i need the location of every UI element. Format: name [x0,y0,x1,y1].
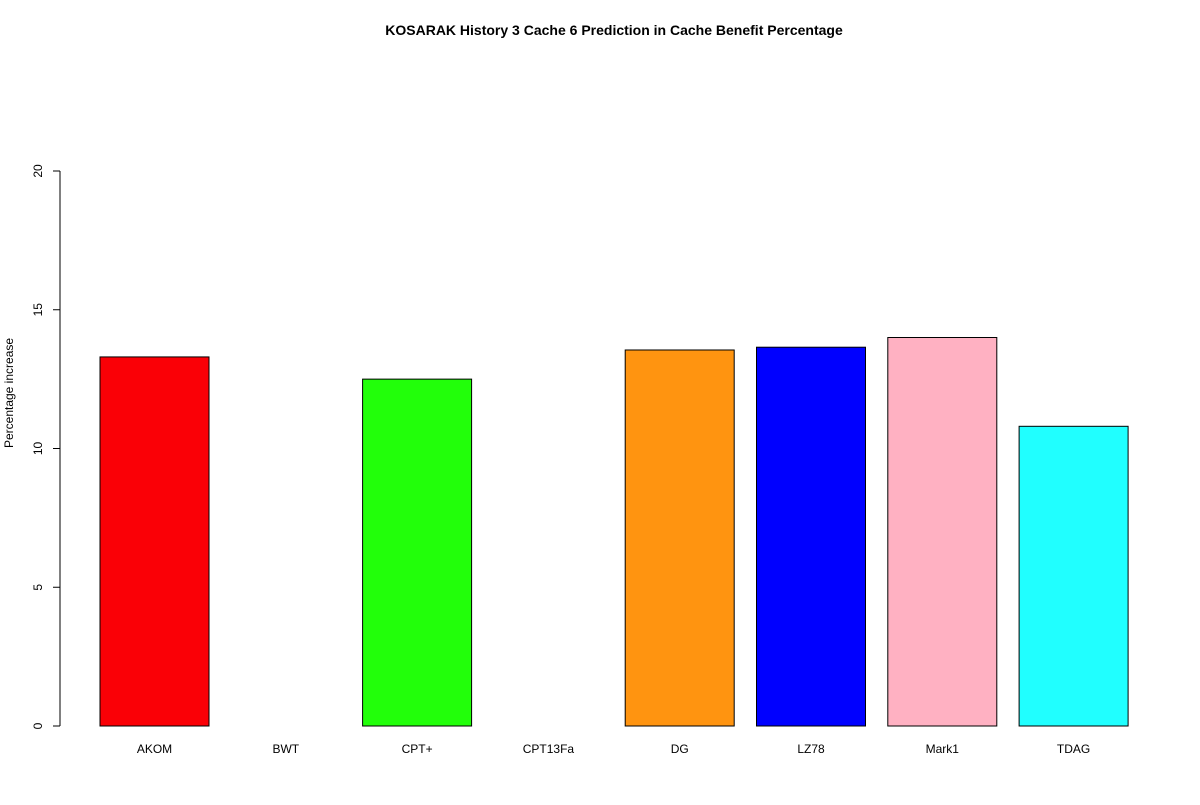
y-axis: 0 5 10 15 20 [31,164,60,729]
x-tick-label: BWT [272,742,299,756]
y-tick-label: 10 [31,442,45,456]
bar-tdag [1018,425,1129,727]
x-tick-label: CPT13Fa [523,742,575,756]
chart-title: KOSARAK History 3 Cache 6 Prediction in … [385,22,843,38]
bar-mark1 [887,337,998,727]
y-tick-label: 20 [31,164,45,178]
x-axis-labels: AKOM BWT CPT+ CPT13Fa DG LZ78 Mark1 TDAG [137,742,1090,756]
bars [99,337,1129,727]
bar-lz78 [756,346,866,727]
bar-dg [624,349,735,727]
bar-cpt- [362,378,473,727]
y-tick-label: 0 [31,722,45,729]
x-tick-label: Mark1 [926,742,960,756]
x-tick-label: DG [671,742,689,756]
x-tick-label: TDAG [1057,742,1090,756]
x-tick-label: CPT+ [402,742,433,756]
y-axis-label: Percentage increase [2,338,16,448]
y-tick-label: 15 [31,303,45,317]
x-tick-label: AKOM [137,742,172,756]
bar-akom [99,356,210,727]
y-tick-label: 5 [31,584,45,591]
x-tick-label: LZ78 [797,742,825,756]
